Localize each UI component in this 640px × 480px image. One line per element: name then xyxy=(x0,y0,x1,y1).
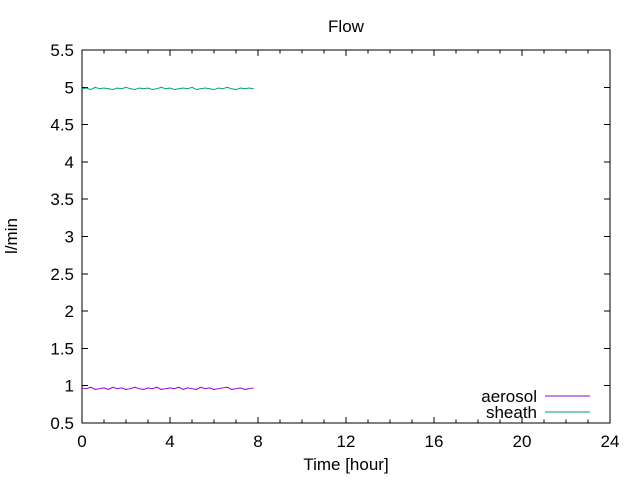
x-tick-label: 8 xyxy=(253,432,262,451)
legend: aerosol sheath xyxy=(481,387,590,422)
y-tick-label: 2.5 xyxy=(50,265,74,284)
chart-title: Flow xyxy=(328,17,365,36)
x-tick-label: 4 xyxy=(165,432,174,451)
y-tick-label: 5 xyxy=(65,78,74,97)
x-tick-label: 16 xyxy=(425,432,444,451)
y-tick-label: 4.5 xyxy=(50,116,74,135)
x-tick-label: 20 xyxy=(513,432,532,451)
series-line-sheath xyxy=(81,86,254,91)
y-tick-label: 4 xyxy=(65,153,74,172)
x-axis-label: Time [hour] xyxy=(303,455,388,474)
y-tick-label: 1 xyxy=(65,377,74,396)
y-tick-label: 1.5 xyxy=(50,339,74,358)
y-tick-label: 5.5 xyxy=(50,41,74,60)
plot-border xyxy=(81,49,611,424)
x-tick-label: 0 xyxy=(77,432,86,451)
y-tick-label: 2 xyxy=(65,302,74,321)
x-tick-label: 12 xyxy=(337,432,356,451)
y-tick-label: 0.5 xyxy=(50,414,74,433)
y-axis-label: l/min xyxy=(2,218,21,254)
series-line-aerosol xyxy=(81,386,254,390)
x-tick-label: 24 xyxy=(601,432,620,451)
y-tick-label: 3 xyxy=(65,228,74,247)
legend-label-sheath: sheath xyxy=(486,403,537,422)
legend-label-aerosol: aerosol xyxy=(481,387,537,406)
y-tick-label: 3.5 xyxy=(50,190,74,209)
